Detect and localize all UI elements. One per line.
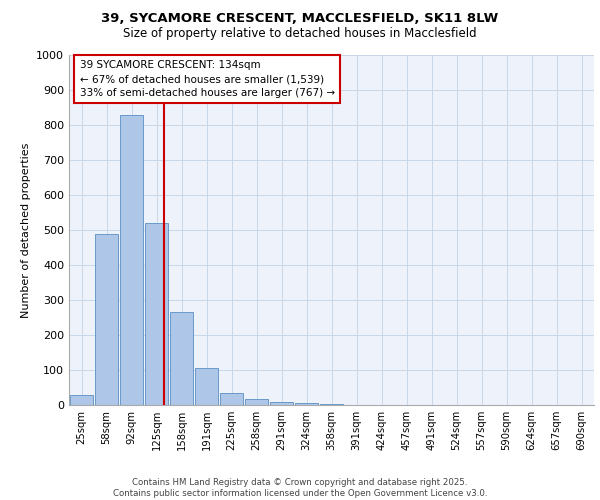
Bar <box>269 402 293 405</box>
Bar <box>194 368 218 405</box>
Bar <box>119 114 143 405</box>
Text: Size of property relative to detached houses in Macclesfield: Size of property relative to detached ho… <box>123 28 477 40</box>
Text: 39 SYCAMORE CRESCENT: 134sqm
← 67% of detached houses are smaller (1,539)
33% of: 39 SYCAMORE CRESCENT: 134sqm ← 67% of de… <box>79 60 335 98</box>
Text: Contains HM Land Registry data © Crown copyright and database right 2025.
Contai: Contains HM Land Registry data © Crown c… <box>113 478 487 498</box>
Bar <box>245 398 268 405</box>
Bar <box>295 402 319 405</box>
Bar <box>70 394 94 405</box>
Bar <box>95 234 118 405</box>
Bar <box>145 223 169 405</box>
Bar <box>170 312 193 405</box>
Text: 39, SYCAMORE CRESCENT, MACCLESFIELD, SK11 8LW: 39, SYCAMORE CRESCENT, MACCLESFIELD, SK1… <box>101 12 499 26</box>
Bar <box>220 393 244 405</box>
Y-axis label: Number of detached properties: Number of detached properties <box>20 142 31 318</box>
Bar <box>320 404 343 405</box>
